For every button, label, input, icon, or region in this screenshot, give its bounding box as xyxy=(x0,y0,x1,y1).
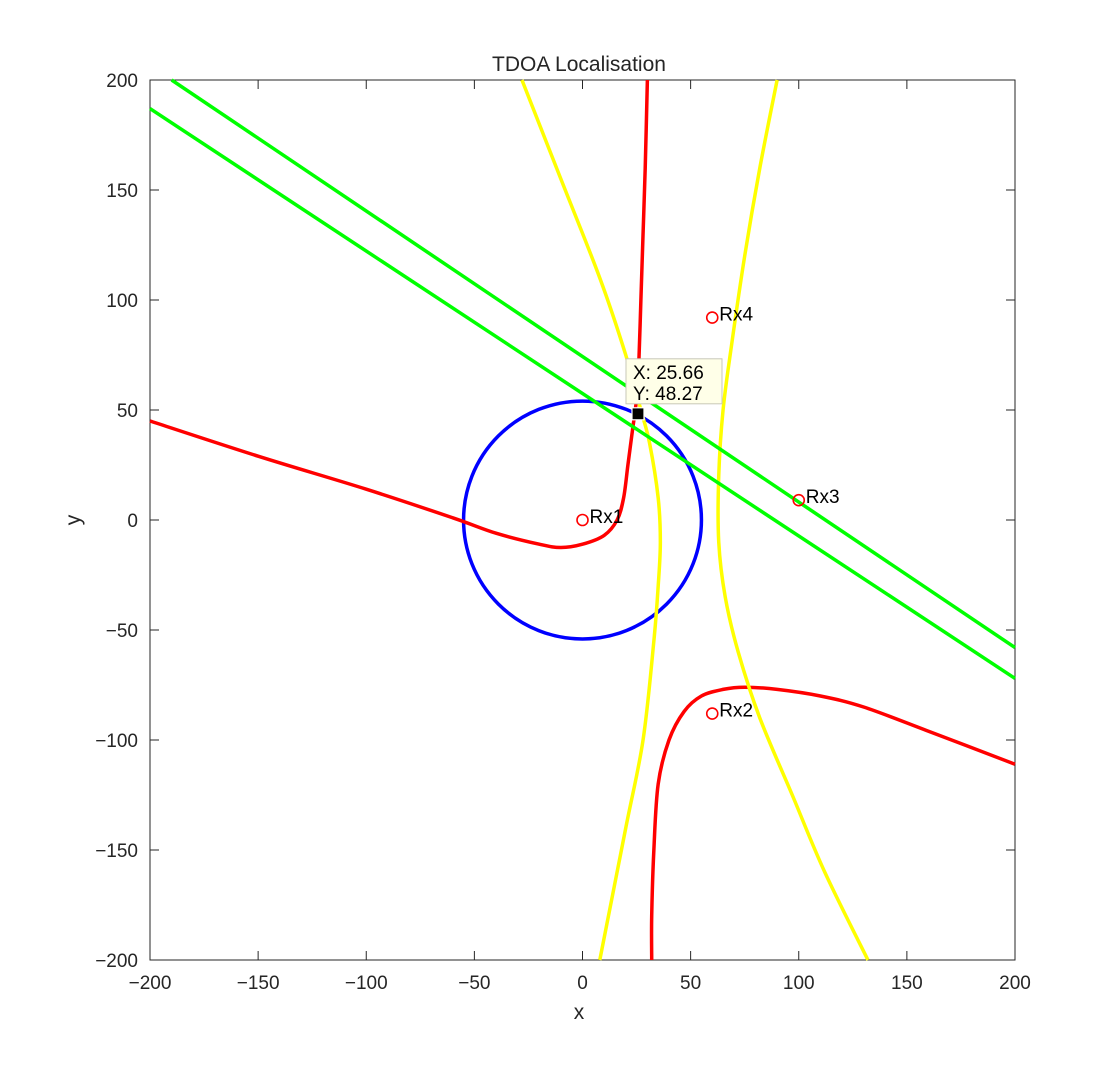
green-curve-4 xyxy=(170,78,1016,650)
x-tick-label: 0 xyxy=(577,973,588,994)
curves xyxy=(149,78,1016,961)
receivers: Rx1 Rx2 Rx3 Rx4 xyxy=(576,305,840,722)
x-tick-label: 50 xyxy=(680,973,701,994)
y-tick-label: −200 xyxy=(95,951,138,972)
y-tick-label: 0 xyxy=(127,511,138,532)
axis-ticks xyxy=(149,79,1016,961)
receiver-label-rx4: Rx4 xyxy=(719,305,753,326)
estimate-marker[interactable] xyxy=(631,407,645,421)
x-axis-label: x xyxy=(574,1001,585,1024)
red-curve-0 xyxy=(149,79,650,550)
receiver-marker-rx1 xyxy=(576,513,589,527)
y-tick-label: 50 xyxy=(117,401,138,422)
y-tick-label: −50 xyxy=(106,621,138,642)
receiver-label-rx3: Rx3 xyxy=(806,487,840,508)
y-tick-label: 100 xyxy=(106,291,138,312)
plot-area xyxy=(149,79,1016,961)
y-tick-label: −150 xyxy=(95,841,138,862)
x-tick-label: −100 xyxy=(345,973,388,994)
receiver-label-rx1: Rx1 xyxy=(590,507,624,528)
datatip-y: Y: 48.27 xyxy=(633,384,703,405)
receiver-label-rx2: Rx2 xyxy=(719,701,753,722)
x-tick-label: 100 xyxy=(783,973,815,994)
estimate: X: 25.66Y: 48.27 xyxy=(625,358,723,421)
x-tick-label: −150 xyxy=(237,973,280,994)
y-tick-label: −100 xyxy=(95,731,138,752)
receiver-marker-rx2 xyxy=(705,707,719,720)
y-tick-label: 150 xyxy=(106,181,138,202)
red-curve-1 xyxy=(649,685,1016,961)
y-tick-label: 200 xyxy=(106,71,138,92)
tick-labels: −200 −150 −100 −50 0 50 100 150 200 −200 −150 −100 −… xyxy=(95,71,1031,994)
receiver-marker-rx4 xyxy=(705,311,719,324)
yellow-curve-2 xyxy=(520,79,663,961)
datatip-box xyxy=(625,358,723,405)
x-tick-label: −50 xyxy=(458,973,490,994)
chart-title: TDOA Localisation xyxy=(492,53,666,76)
x-tick-label: 150 xyxy=(891,973,923,994)
receiver-marker-rx3 xyxy=(792,493,806,507)
x-tick-label: 200 xyxy=(999,973,1031,994)
yellow-curve-3 xyxy=(716,79,870,961)
green-curve-5 xyxy=(149,107,1016,680)
x-tick-label: −200 xyxy=(129,973,172,994)
y-axis-label: y xyxy=(62,514,85,525)
datatip-x: X: 25.66 xyxy=(633,363,704,384)
